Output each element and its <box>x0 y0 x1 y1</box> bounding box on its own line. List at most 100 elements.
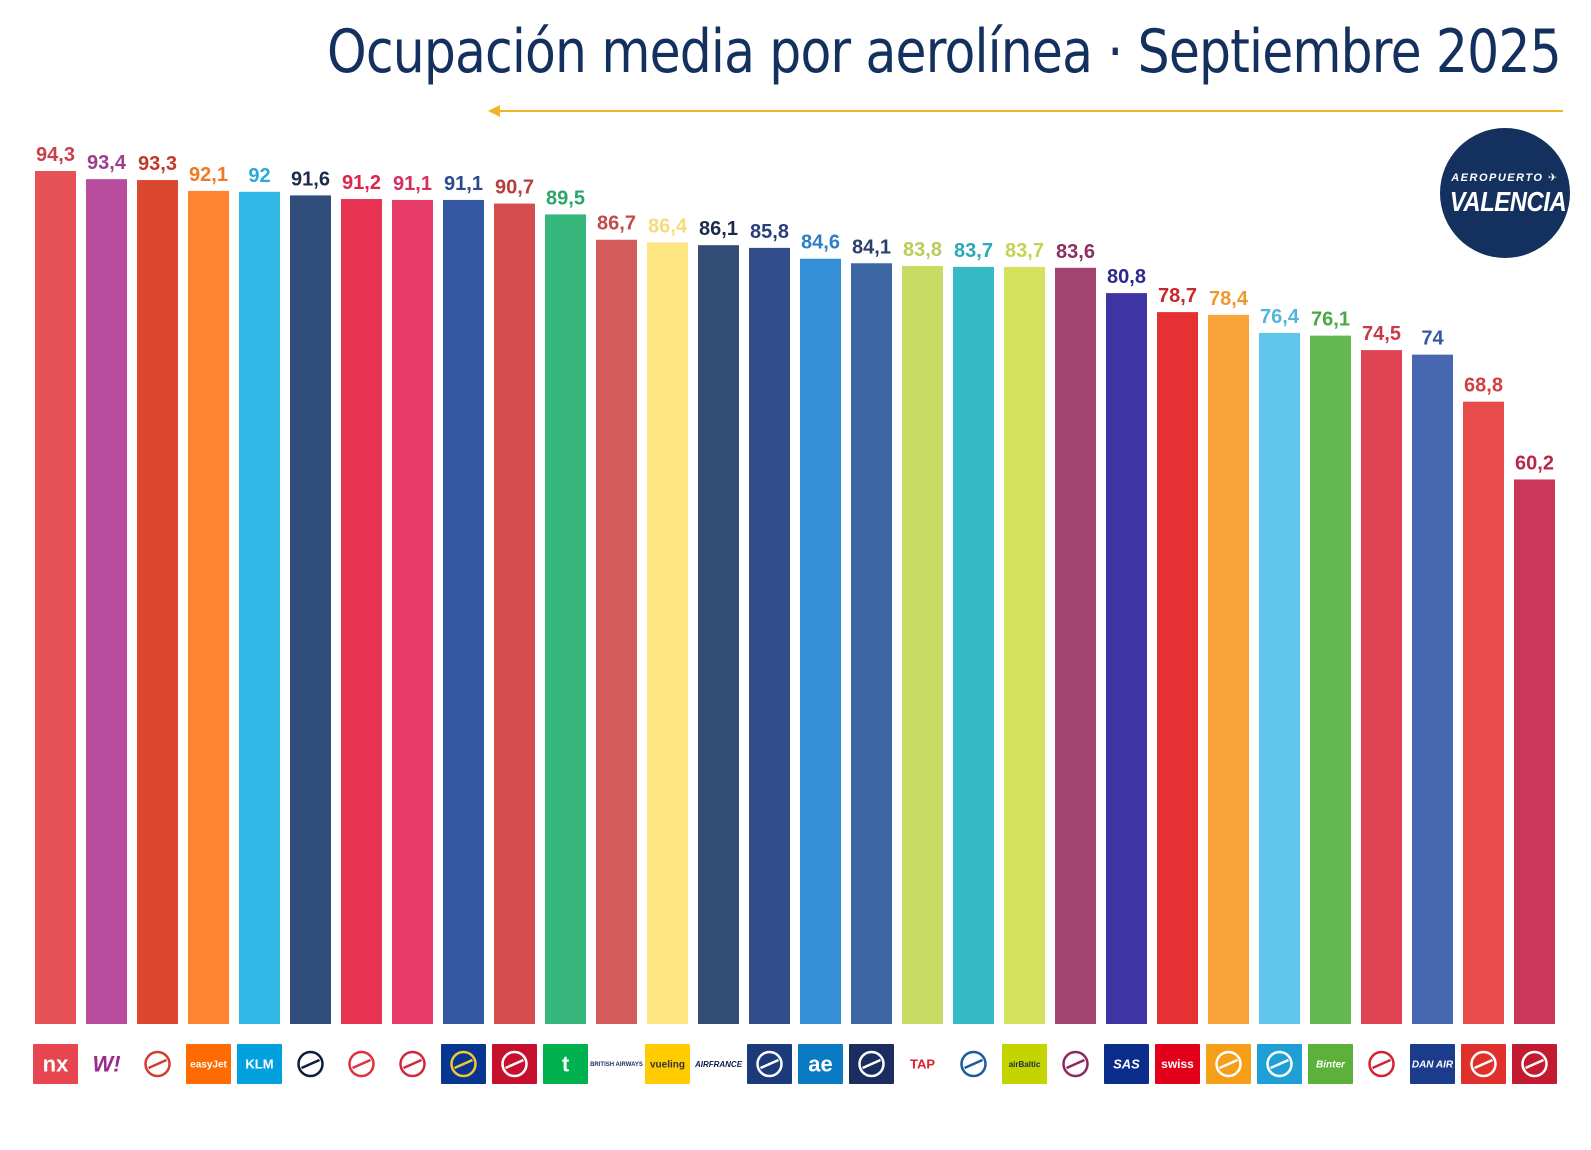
bar-2 <box>86 179 127 1024</box>
airline-logo-text: TAP <box>910 1057 935 1072</box>
airline-emblem-icon <box>1368 1050 1395 1078</box>
bars-group <box>35 171 1555 1025</box>
value-label: 93,3 <box>138 153 177 175</box>
value-label: 89,5 <box>546 187 585 209</box>
airline-logo-tile <box>33 1044 78 1084</box>
bar-11 <box>545 214 586 1024</box>
bar-6 <box>290 195 331 1025</box>
bar-30 <box>1514 479 1555 1024</box>
airline-logo: DAN AIR <box>1410 1044 1455 1084</box>
airline-logo: W! <box>84 1044 129 1084</box>
airport-logo-name: VALENCIA <box>1449 186 1567 217</box>
airline-logo <box>135 1044 180 1084</box>
airline-logo <box>390 1044 435 1084</box>
value-label: 86,4 <box>648 215 688 237</box>
bar-13 <box>647 242 688 1025</box>
bar-20 <box>1004 266 1045 1024</box>
airline-emblem-icon <box>858 1050 885 1078</box>
airline-logo-tile <box>798 1044 843 1084</box>
airport-logo-top: AEROPUERTO ✈ <box>1451 172 1559 184</box>
bar-18 <box>902 265 943 1025</box>
airline-logo: nx <box>33 1044 78 1084</box>
value-label: 68,8 <box>1464 375 1503 397</box>
airline-logo <box>1359 1044 1404 1084</box>
bar-14 <box>698 245 739 1024</box>
airline-emblem-stroke <box>1218 1058 1239 1070</box>
airline-logo-tile <box>84 1044 129 1084</box>
airline-emblem-stroke <box>861 1058 882 1070</box>
airline-emblem-icon <box>1470 1050 1497 1078</box>
value-label: 93,4 <box>87 152 127 174</box>
bar-4 <box>188 190 229 1024</box>
airline-logo-text: ae <box>808 1052 832 1077</box>
airport-logo: AEROPUERTO ✈ VALENCIA <box>1440 128 1570 258</box>
airline-emblem-stroke <box>1473 1058 1494 1070</box>
airline-emblem-icon <box>399 1050 426 1078</box>
title-underline-arrow <box>488 105 1563 117</box>
airline-logo-text: W! <box>92 1052 120 1077</box>
bar-27 <box>1361 350 1402 1024</box>
airline-logos-group: nx W! easyJet KLM t BRITISH AIRWAYS vueling AIR… <box>33 1044 1557 1084</box>
value-label: 74,5 <box>1362 323 1401 345</box>
airline-emblem-stroke <box>759 1058 780 1070</box>
airline-emblem-stroke <box>1269 1058 1290 1070</box>
value-label: 83,7 <box>954 240 993 262</box>
airline-logo <box>747 1044 792 1084</box>
bar-16 <box>800 258 841 1024</box>
airline-logo: SAS <box>1104 1044 1149 1084</box>
bar-9 <box>443 199 484 1024</box>
airline-logo: TAP <box>900 1044 945 1084</box>
airline-logo-text: airBaltic <box>1009 1060 1041 1069</box>
airline-logo-tile <box>696 1044 741 1084</box>
airline-logo: KLM <box>237 1044 282 1084</box>
bar-24 <box>1208 314 1249 1024</box>
value-label: 92 <box>248 165 270 187</box>
airline-logo <box>1512 1044 1557 1084</box>
airline-emblem-stroke <box>147 1058 168 1070</box>
airline-emblem-icon <box>297 1050 324 1078</box>
airline-logo-text: Binter <box>1316 1060 1346 1071</box>
value-label: 83,8 <box>903 239 942 261</box>
airline-logo <box>1206 1044 1251 1084</box>
airline-logo <box>1257 1044 1302 1084</box>
airline-logo <box>441 1044 486 1084</box>
plane-icon: ✈ <box>1543 172 1559 184</box>
airline-emblem-stroke <box>1524 1058 1545 1070</box>
airline-logo: BRITISH AIRWAYS <box>590 1044 643 1084</box>
value-label: 91,6 <box>291 168 330 190</box>
airline-logo-tile <box>543 1044 588 1084</box>
airline-logo-tile <box>645 1044 690 1084</box>
airline-logo-tile <box>594 1044 639 1084</box>
airline-logo: easyJet <box>186 1044 231 1084</box>
airline-emblem-icon <box>1215 1050 1242 1078</box>
airline-emblem-icon <box>501 1050 528 1078</box>
airline-emblem-stroke <box>300 1058 321 1070</box>
airline-logo-tile <box>237 1044 282 1084</box>
airline-logo: AIRFRANCE <box>694 1044 743 1084</box>
airline-logo-text: BRITISH AIRWAYS <box>590 1062 643 1068</box>
airline-emblem-stroke <box>504 1058 525 1070</box>
airline-logo <box>492 1044 537 1084</box>
bar-1 <box>35 171 76 1024</box>
value-label: 74 <box>1421 328 1444 350</box>
airline-logo-tile <box>900 1044 945 1084</box>
value-label: 86,7 <box>597 213 636 235</box>
airline-logo-text: nx <box>43 1052 69 1077</box>
value-label: 78,4 <box>1209 288 1249 310</box>
airline-logo: swiss <box>1155 1044 1200 1084</box>
airline-logo: Binter <box>1308 1044 1353 1084</box>
value-label: 80,8 <box>1107 266 1146 288</box>
bar-22 <box>1106 293 1147 1024</box>
airline-logo <box>951 1044 996 1084</box>
airline-emblem-icon <box>1266 1050 1293 1078</box>
airline-emblem-icon <box>1062 1050 1089 1078</box>
airline-emblem-stroke <box>1065 1058 1086 1070</box>
value-label: 85,8 <box>750 221 789 243</box>
airline-emblem-stroke <box>1371 1058 1392 1070</box>
bar-28 <box>1412 354 1453 1024</box>
value-label: 60,2 <box>1515 452 1554 474</box>
value-label: 76,4 <box>1260 306 1300 328</box>
airline-logo-text: easyJet <box>190 1060 227 1071</box>
airline-logo-text: vueling <box>650 1060 685 1071</box>
airline-logo-text: KLM <box>245 1057 273 1072</box>
